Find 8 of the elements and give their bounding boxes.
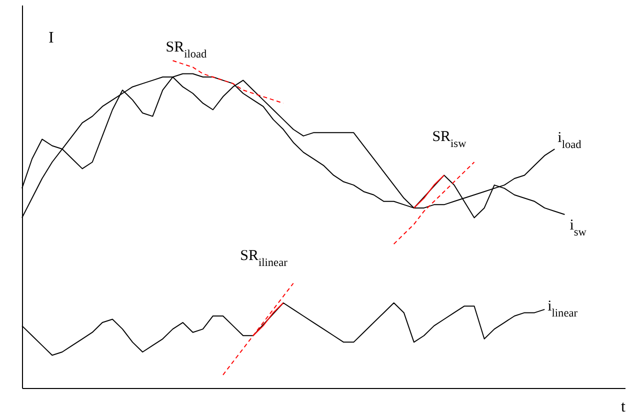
x-axis-title: t xyxy=(621,398,626,416)
series-label: SR$_{iload}$ xyxy=(166,40,208,61)
series-label: i$_{load}$ xyxy=(558,130,582,152)
series-label: SR$_{isw}$ xyxy=(432,129,468,150)
series-label: i$_{sw}$ xyxy=(570,218,588,239)
series-label: i$_{linear}$ xyxy=(548,298,578,320)
y-axis-title: I xyxy=(48,30,54,46)
series-label: SR$_{ilinear}$ xyxy=(240,248,288,270)
